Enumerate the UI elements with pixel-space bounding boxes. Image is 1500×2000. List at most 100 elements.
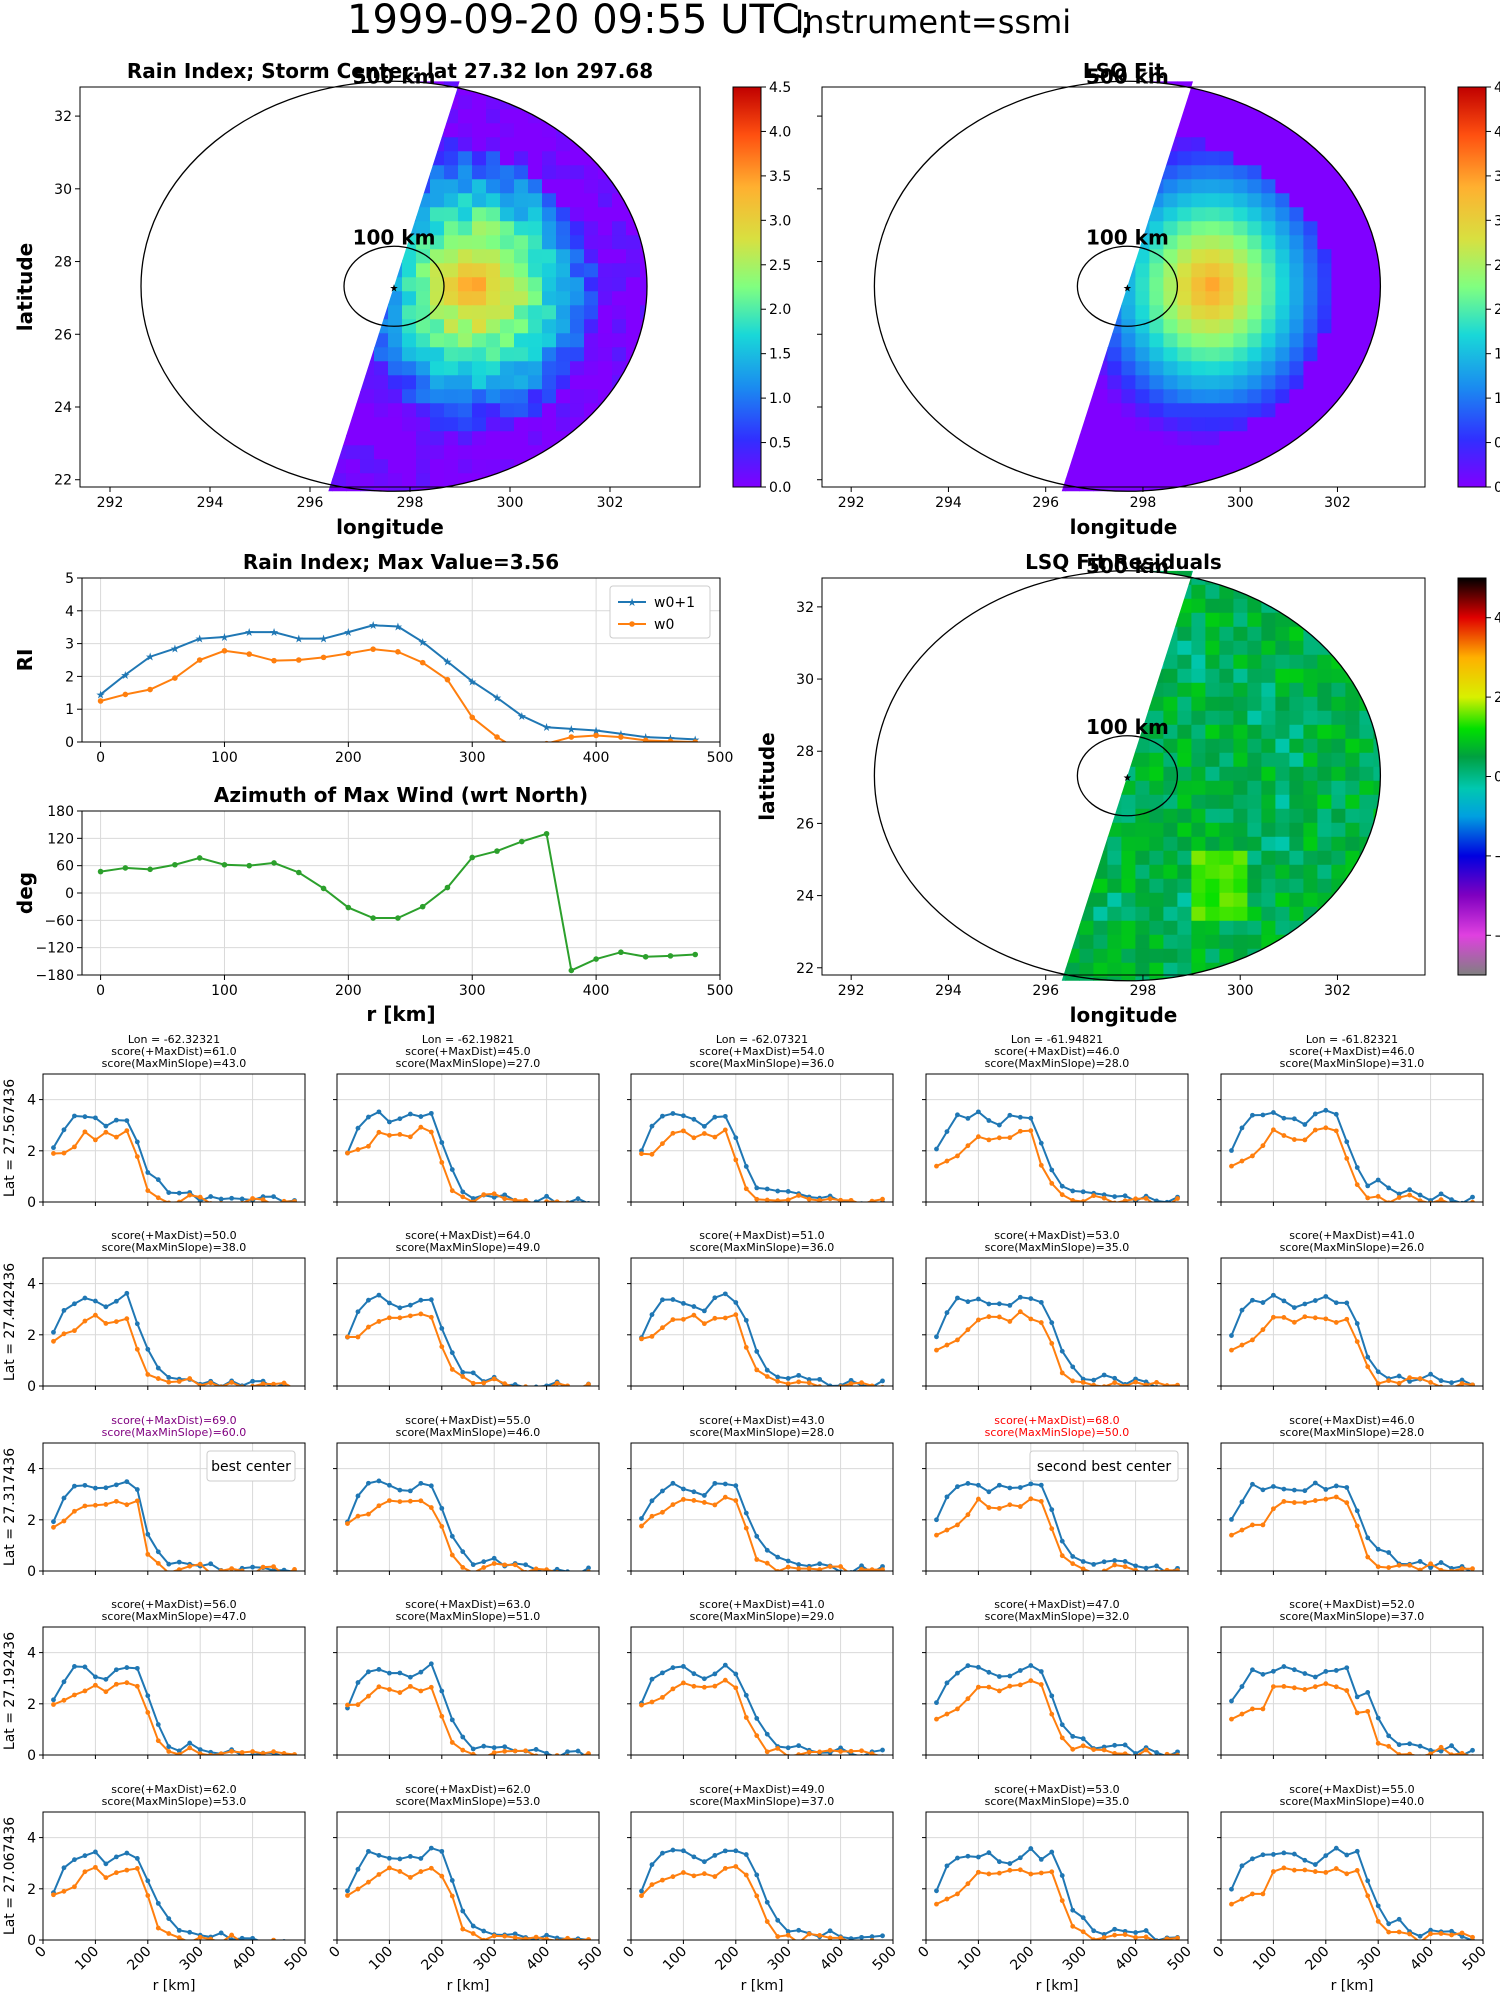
data-point [93, 1502, 98, 1508]
data-point [869, 1938, 875, 1940]
data-point [1323, 1294, 1329, 1299]
data-point [743, 1344, 749, 1350]
x-tick-label: 296 [1032, 495, 1059, 511]
data-point [955, 1153, 960, 1159]
data-point [145, 1531, 151, 1537]
data-point [1365, 1690, 1371, 1695]
data-point [93, 1674, 98, 1680]
mini-series-line [935, 1296, 1178, 1386]
data-point [449, 1740, 455, 1745]
score-minslope: score(MaxMinSlope)=53.0 [396, 1795, 541, 1808]
data-point [1133, 1930, 1138, 1935]
data-point [502, 1744, 508, 1750]
data-point [681, 1300, 686, 1306]
x-tick-label: 294 [935, 495, 962, 511]
data-point [387, 1132, 392, 1138]
score-maxdist: score(+MaxDist)=56.0 [111, 1598, 236, 1611]
line-panel-2: ★★★★★★★★★★★★★★★★★★★★★★★★★010020030040050… [13, 550, 733, 766]
data-point [1396, 1742, 1402, 1748]
mini-series [1229, 1664, 1475, 1755]
data-point [1229, 1716, 1234, 1722]
data-point [733, 1864, 739, 1869]
data-point [955, 1670, 960, 1676]
data-point [395, 915, 401, 921]
data-point [145, 1551, 151, 1557]
series-layer: ★★★★★★★★★★★★★★★★★★★★★★★★★ [96, 619, 700, 742]
data-point [1386, 1921, 1392, 1927]
data-point [1059, 1873, 1065, 1878]
data-point [1229, 1698, 1234, 1704]
x-tick-label: 298 [1130, 983, 1157, 999]
data-point [701, 1321, 707, 1327]
data-point [439, 1688, 445, 1694]
data-point [534, 1387, 539, 1392]
mini-series-line [1230, 1665, 1473, 1755]
data-point [1164, 1567, 1170, 1571]
row-lat-label: Lat = 27.067436 [2, 1817, 18, 1935]
colorbar-tick-label: 3.5 [1494, 169, 1500, 185]
data-point [806, 1380, 812, 1386]
row-lat-label: Lat = 27.317436 [2, 1448, 18, 1566]
data-point [796, 1193, 802, 1198]
data-point [1386, 1565, 1392, 1570]
data-point [1070, 1746, 1076, 1752]
data-point [366, 1114, 371, 1120]
data-point [670, 1297, 676, 1302]
x-tick-label: 298 [1130, 495, 1157, 511]
data-point [722, 1848, 728, 1854]
data-point [1302, 1671, 1308, 1676]
data-point [1396, 1929, 1402, 1935]
x-tick-label: 296 [297, 495, 324, 511]
data-point [134, 1866, 140, 1871]
best-center-label: best center [211, 1459, 291, 1475]
data-point [1028, 1115, 1034, 1121]
data-point [576, 1572, 581, 1577]
data-point [1070, 1733, 1076, 1739]
mini-series [51, 1849, 286, 1940]
legend-marker: ★ [627, 596, 637, 609]
data-point [134, 1346, 140, 1352]
data-point [491, 1194, 497, 1200]
data-point [649, 1498, 655, 1504]
data-point [1239, 1896, 1245, 1902]
data-point [1302, 1867, 1308, 1873]
data-point [1112, 1200, 1117, 1202]
data-point [1260, 1522, 1266, 1528]
data-point [743, 1164, 749, 1169]
data-point [838, 1745, 843, 1751]
x-tick-label: 300 [497, 495, 524, 511]
data-point [712, 1671, 718, 1677]
data-point [660, 1141, 665, 1146]
data-point [691, 1489, 697, 1495]
colorbar-tick-label: 3.5 [769, 169, 791, 185]
x-tick-label: 0 [96, 750, 105, 766]
data-point [1449, 1568, 1454, 1571]
data-point [722, 1866, 728, 1871]
data-point [1271, 1110, 1276, 1115]
data-point [533, 1753, 539, 1755]
score-maxdist: score(+MaxDist)=62.0 [405, 1783, 530, 1796]
data-point [1017, 1668, 1023, 1673]
data-point [965, 1481, 971, 1486]
data-point [576, 1571, 581, 1576]
data-point [934, 1347, 939, 1353]
data-point [701, 1676, 707, 1682]
data-point [1459, 1750, 1465, 1755]
data-point [996, 1505, 1002, 1511]
data-point [72, 1113, 77, 1119]
axes-frame [925, 1442, 1189, 1572]
data-point [292, 1567, 297, 1571]
data-point [370, 915, 376, 921]
data-point [1091, 1193, 1097, 1199]
data-point [1059, 1722, 1065, 1728]
data-point [491, 1191, 497, 1197]
data-point [387, 1687, 392, 1692]
mini-series-line [52, 1665, 295, 1755]
data-point [61, 1865, 67, 1871]
data-point [1460, 1203, 1465, 1208]
circle-500km [873, 570, 1382, 982]
data-point [1419, 1939, 1421, 1940]
data-point [722, 1662, 728, 1668]
mini-series [345, 1661, 591, 1755]
